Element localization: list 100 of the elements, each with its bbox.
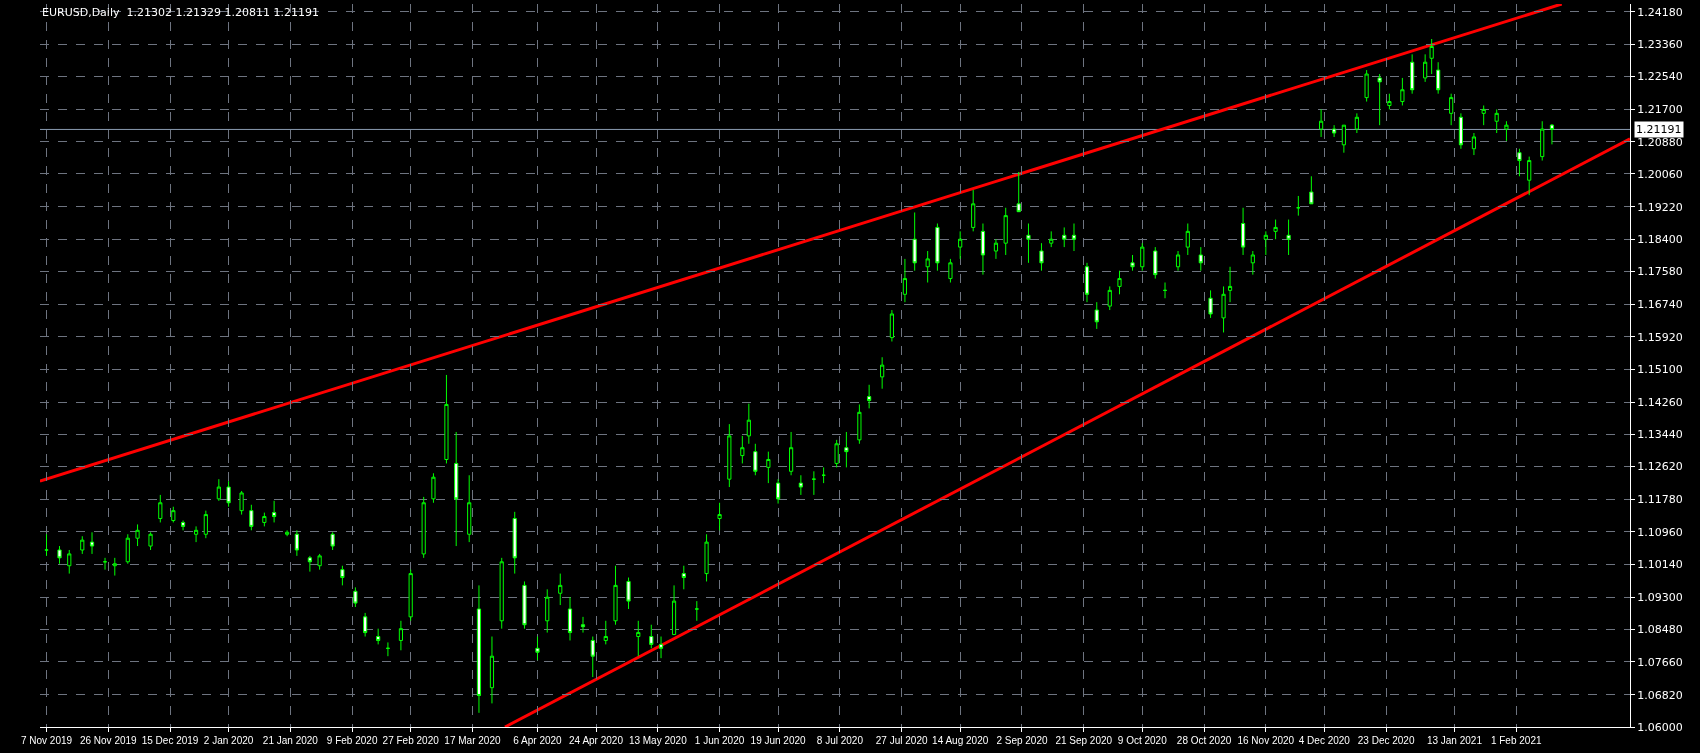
candlestick [971, 189, 976, 232]
x-tick-label: 16 Nov 2020 [1237, 735, 1295, 746]
x-tick-label: 1 Jun 2020 [694, 735, 745, 746]
candlestick [408, 569, 413, 622]
candlestick [385, 641, 391, 657]
candlestick [1273, 219, 1278, 240]
candlestick [203, 510, 208, 539]
x-tick-label: 2 Jan 2020 [203, 735, 254, 746]
y-tick-label: 1.06820 [1637, 688, 1683, 702]
x-tick-label: 6 Apr 2020 [513, 735, 563, 746]
candlestick [444, 374, 449, 464]
candlestick [746, 403, 751, 445]
candlestick [239, 490, 244, 516]
candlestick [993, 238, 999, 260]
candlestick [1400, 77, 1405, 106]
candlestick [753, 443, 758, 476]
candlestick [694, 600, 699, 622]
y-tick-label: 1.21700 [1637, 103, 1683, 117]
candlestick [867, 384, 872, 409]
y-tick-label: 1.19220 [1637, 200, 1683, 214]
x-tick-label: 21 Sep 2020 [1055, 735, 1113, 746]
y-tick-label: 1.20880 [1637, 135, 1683, 149]
candlestick [889, 309, 894, 342]
candlestick [285, 529, 290, 537]
candlestick [158, 494, 163, 523]
x-tick-label: 8 Jul 2020 [816, 735, 864, 746]
candlestick [340, 565, 345, 586]
y-tick-label: 1.10960 [1637, 525, 1683, 539]
candlestick [1286, 219, 1291, 256]
y-tick-label: 1.12620 [1637, 460, 1683, 474]
candlestick [1016, 171, 1021, 213]
candlestick [522, 580, 527, 630]
candlestick [558, 573, 563, 606]
candlestick [89, 531, 95, 555]
candlestick [226, 480, 231, 508]
candlestick [1198, 246, 1203, 272]
candlestick [272, 500, 277, 523]
candlestick [1481, 104, 1486, 126]
x-tick-label: 1 Feb 2021 [1490, 735, 1542, 746]
candlestick [603, 620, 608, 645]
y-tick-label: 1.15100 [1637, 362, 1683, 376]
candlestick [567, 596, 573, 641]
candlestick [1494, 108, 1499, 134]
y-tick-label: 1.06000 [1637, 720, 1683, 734]
y-tick-label: 1.08480 [1637, 623, 1683, 637]
ref-line-label: 1.21191 [1636, 123, 1682, 136]
candlestick [935, 223, 940, 272]
candlestick [1387, 93, 1392, 110]
x-tick-label: 15 Dec 2019 [141, 735, 199, 746]
y-tick-label: 1.18400 [1637, 233, 1683, 247]
candlestick [1062, 226, 1067, 248]
candlestick [454, 431, 459, 547]
y-tick-label: 1.13440 [1637, 428, 1683, 442]
candlestick [1410, 53, 1415, 95]
candlestick [1026, 223, 1031, 264]
candlestick [821, 466, 826, 484]
candlestick [1332, 124, 1337, 138]
candlestick [880, 356, 885, 390]
x-tick-label: 26 Nov 2019 [79, 735, 138, 746]
x-tick-label: 27 Jul 2020 [875, 735, 928, 746]
x-tick-label: 23 Dec 2020 [1357, 735, 1415, 746]
candlestick [1094, 301, 1099, 330]
candlestick [512, 511, 517, 575]
candlestick [980, 223, 986, 276]
candlestick [171, 506, 176, 523]
candlestick [1549, 123, 1555, 145]
candlestick [353, 586, 358, 608]
candlestick [636, 620, 641, 657]
x-tick-label: 17 Mar 2020 [444, 735, 501, 746]
candlestick [1471, 132, 1477, 156]
x-tick-label: 9 Oct 2020 [1117, 735, 1168, 746]
candlestick [1540, 120, 1545, 162]
candlestick [590, 636, 595, 678]
y-tick-label: 1.17580 [1637, 265, 1683, 279]
candlestick [658, 636, 664, 659]
candlestick [363, 612, 368, 638]
candlestick [613, 565, 618, 626]
y-tick-label: 1.07660 [1637, 655, 1683, 669]
y-tick-label: 1.10140 [1637, 558, 1683, 571]
candlestick [376, 628, 381, 645]
candlestick [112, 557, 117, 577]
candlestick [1364, 69, 1369, 103]
candlestick [489, 636, 495, 704]
candlestick [844, 431, 849, 468]
candlestick [1208, 289, 1213, 319]
candlestick [1185, 223, 1190, 256]
candlestick [1354, 112, 1359, 134]
y-tick-label: 1.23360 [1637, 37, 1683, 51]
candlestick [681, 565, 686, 590]
candlestick [1263, 230, 1268, 256]
y-tick-label: 1.22540 [1637, 70, 1683, 84]
candlestick [834, 439, 839, 468]
candlestick [1250, 250, 1255, 276]
candlestick [1107, 285, 1112, 311]
candlestick [958, 230, 963, 260]
candlestick [912, 211, 917, 272]
candlestick [798, 474, 803, 496]
candlestick [1003, 207, 1008, 256]
candlestick [1140, 242, 1145, 272]
x-tick-label: 19 Jun 2020 [750, 735, 807, 746]
